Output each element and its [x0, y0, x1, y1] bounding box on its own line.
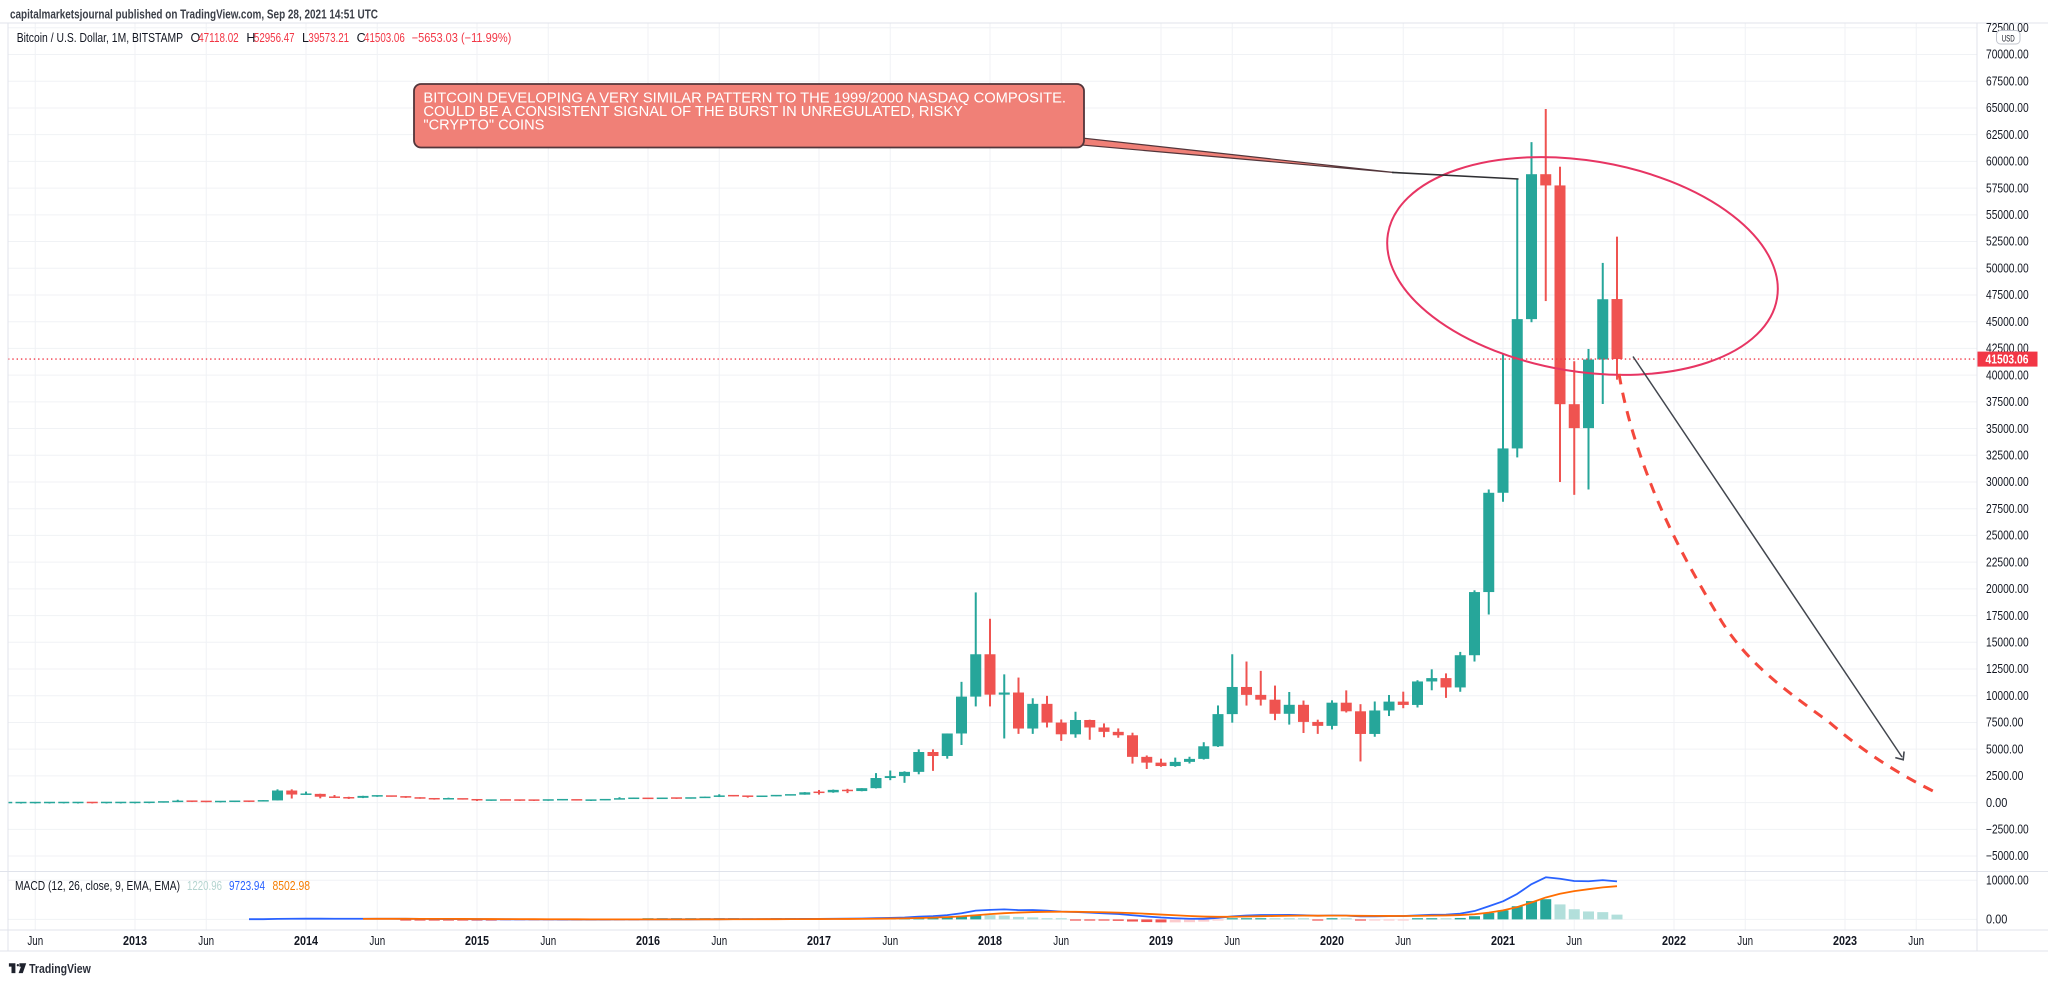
svg-text:H: H: [246, 31, 255, 45]
svg-text:47118.02: 47118.02: [198, 31, 239, 45]
svg-text:0.00: 0.00: [1986, 913, 2007, 927]
svg-text:55000.00: 55000.00: [1986, 208, 2029, 222]
svg-text:2022: 2022: [1662, 933, 1686, 948]
svg-text:Jun: Jun: [711, 933, 727, 948]
svg-text:15000.00: 15000.00: [1986, 636, 2029, 650]
svg-text:65000.00: 65000.00: [1986, 101, 2029, 115]
svg-text:2018: 2018: [978, 933, 1002, 948]
svg-text:2500.00: 2500.00: [1986, 769, 2023, 783]
svg-text:32500.00: 32500.00: [1986, 449, 2029, 463]
svg-text:Jun: Jun: [882, 933, 898, 948]
svg-text:70000.00: 70000.00: [1986, 48, 2029, 62]
svg-text:−5653.03 (−11.99%): −5653.03 (−11.99%): [412, 31, 512, 45]
svg-text:35000.00: 35000.00: [1986, 422, 2029, 436]
svg-text:Jun: Jun: [1566, 933, 1582, 948]
svg-text:52500.00: 52500.00: [1986, 235, 2029, 249]
svg-text:−2500.00: −2500.00: [1986, 823, 2029, 837]
svg-text:−5000.00: −5000.00: [1986, 849, 2029, 863]
svg-text:2015: 2015: [465, 933, 489, 948]
svg-text:8502.98: 8502.98: [273, 879, 311, 893]
svg-text:62500.00: 62500.00: [1986, 128, 2029, 142]
svg-text:2023: 2023: [1833, 933, 1857, 948]
svg-text:47500.00: 47500.00: [1986, 288, 2029, 302]
svg-text:"CRYPTO" COINS: "CRYPTO" COINS: [423, 118, 544, 134]
svg-text:2021: 2021: [1491, 933, 1515, 948]
svg-text:2014: 2014: [294, 933, 319, 948]
svg-text:L: L: [302, 31, 309, 45]
svg-text:0.00: 0.00: [1986, 796, 2007, 810]
svg-text:Bitcoin / U.S. Dollar, 1M, BIT: Bitcoin / U.S. Dollar, 1M, BITSTAMP: [17, 31, 183, 45]
svg-text:Jun: Jun: [198, 933, 214, 948]
svg-text:BITCOIN DEVELOPING A VERY SIMI: BITCOIN DEVELOPING A VERY SIMILAR PATTER…: [423, 91, 1066, 107]
svg-text:52956.47: 52956.47: [254, 31, 295, 45]
svg-text:50000.00: 50000.00: [1986, 261, 2029, 275]
svg-text:COULD BE A CONSISTENT SIGNAL O: COULD BE A CONSISTENT SIGNAL OF THE BURS…: [423, 104, 963, 120]
svg-text:25000.00: 25000.00: [1986, 529, 2029, 543]
svg-text:20000.00: 20000.00: [1986, 582, 2029, 596]
svg-text:TradingView: TradingView: [29, 961, 91, 976]
svg-text:2013: 2013: [123, 933, 147, 948]
svg-text:17500.00: 17500.00: [1986, 609, 2029, 623]
svg-text:12500.00: 12500.00: [1986, 662, 2029, 676]
svg-text:60000.00: 60000.00: [1986, 155, 2029, 169]
svg-text:2017: 2017: [807, 933, 831, 948]
svg-text:Jun: Jun: [1224, 933, 1240, 948]
svg-text:27500.00: 27500.00: [1986, 502, 2029, 516]
svg-text:2019: 2019: [1149, 933, 1173, 948]
svg-text:Jun: Jun: [1908, 933, 1924, 948]
svg-text:22500.00: 22500.00: [1986, 555, 2029, 569]
svg-text:O: O: [191, 31, 201, 45]
svg-text:2016: 2016: [636, 933, 660, 948]
svg-text:40000.00: 40000.00: [1986, 368, 2029, 382]
svg-text:37500.00: 37500.00: [1986, 395, 2029, 409]
svg-text:10000.00: 10000.00: [1986, 874, 2029, 888]
svg-text:41503.06: 41503.06: [1986, 353, 2029, 367]
svg-text:7500.00: 7500.00: [1986, 716, 2023, 730]
svg-text:67500.00: 67500.00: [1986, 74, 2029, 88]
svg-text:39573.21: 39573.21: [308, 31, 349, 45]
svg-text:41503.06: 41503.06: [364, 31, 405, 45]
svg-text:5000.00: 5000.00: [1986, 742, 2023, 756]
svg-text:Jun: Jun: [1395, 933, 1411, 948]
svg-text:45000.00: 45000.00: [1986, 315, 2029, 329]
svg-text:9723.94: 9723.94: [229, 879, 265, 893]
svg-text:Jun: Jun: [540, 933, 556, 948]
svg-text:30000.00: 30000.00: [1986, 475, 2029, 489]
svg-text:Jun: Jun: [1737, 933, 1753, 948]
svg-text:MACD (12, 26, close, 9, EMA, E: MACD (12, 26, close, 9, EMA, EMA): [15, 879, 180, 893]
svg-text:C: C: [357, 31, 366, 45]
svg-text:Jun: Jun: [369, 933, 385, 948]
svg-text:57500.00: 57500.00: [1986, 181, 2029, 195]
svg-text:2020: 2020: [1320, 933, 1344, 948]
svg-text:Jun: Jun: [27, 933, 43, 948]
svg-text:10000.00: 10000.00: [1986, 689, 2029, 703]
svg-text:USD: USD: [2002, 33, 2015, 44]
svg-text:Jun: Jun: [1053, 933, 1069, 948]
svg-text:1220.96: 1220.96: [187, 879, 222, 893]
svg-text:capitalmarketsjournal publishe: capitalmarketsjournal published on Tradi…: [10, 7, 378, 22]
